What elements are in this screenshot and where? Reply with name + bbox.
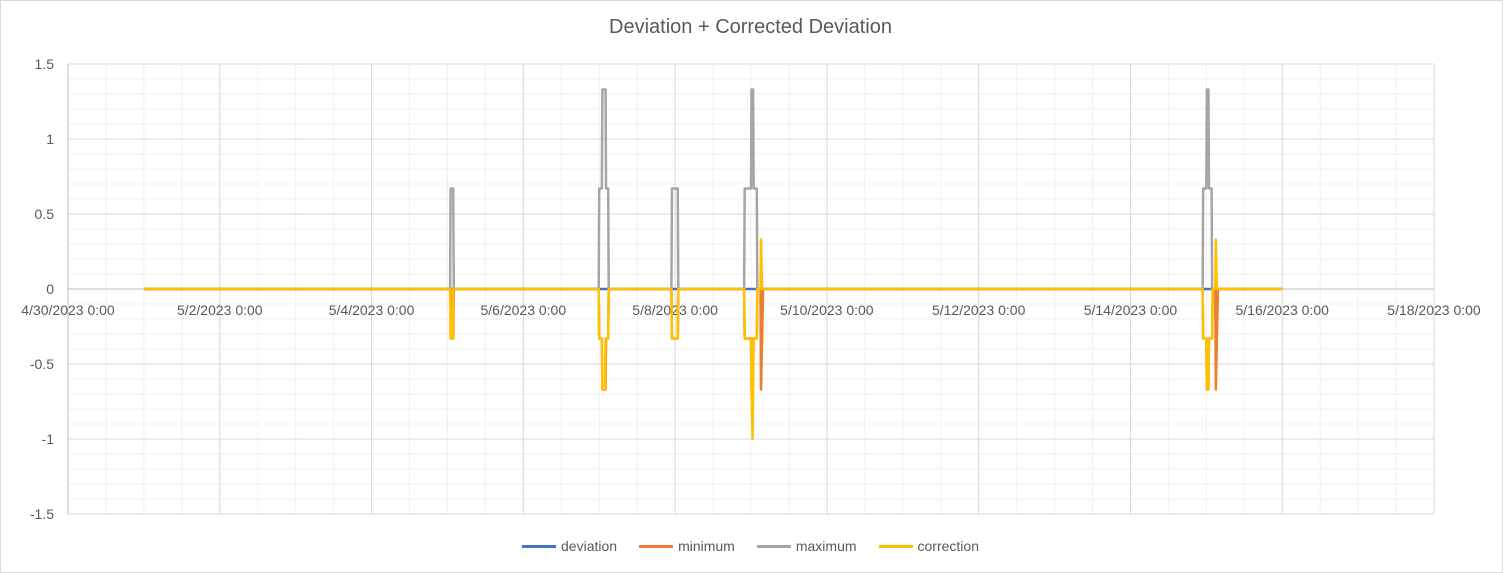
legend-swatch: [639, 544, 674, 548]
x-tick-label: 5/10/2023 0:00: [780, 302, 874, 318]
y-tick-label: -1.5: [30, 506, 54, 522]
legend-label: minimum: [678, 538, 735, 554]
x-tick-label: 5/14/2023 0:00: [1084, 302, 1178, 318]
legend-item-maximum: maximum: [756, 538, 857, 554]
legend-item-correction: correction: [878, 538, 979, 554]
y-tick-label: -0.5: [30, 356, 54, 372]
series-line-correction: [143, 238, 1283, 441]
y-tick-label: 1.5: [35, 56, 55, 72]
series-lines: [143, 88, 1283, 441]
x-tick-label: 5/12/2023 0:00: [932, 302, 1026, 318]
x-tick-label: 4/30/2023 0:00: [21, 302, 115, 318]
y-tick-label: 0: [46, 281, 54, 297]
y-axis-tick-labels: 1.5 1 0.5 0 -0.5 -1 -1.5: [30, 56, 54, 522]
x-axis-tick-labels: 4/30/2023 0:00 5/2/2023 0:00 5/4/2023 0:00…: [21, 302, 1481, 318]
chart-title: Deviation + Corrected Deviation: [609, 16, 892, 38]
legend-swatch: [522, 544, 557, 548]
legend-swatch: [878, 544, 913, 548]
y-tick-label: -1: [42, 431, 55, 447]
x-tick-label: 5/8/2023 0:00: [632, 302, 718, 318]
x-tick-label: 5/6/2023 0:00: [481, 302, 567, 318]
x-tick-label: 5/4/2023 0:00: [329, 302, 415, 318]
x-tick-label: 5/2/2023 0:00: [177, 302, 263, 318]
x-tick-label: 5/18/2023 0:00: [1387, 302, 1481, 318]
legend-item-deviation: deviation: [522, 538, 617, 554]
legend-swatch: [756, 544, 791, 548]
x-tick-label: 5/16/2023 0:00: [1236, 302, 1330, 318]
legend-label: correction: [917, 538, 979, 554]
legend-item-minimum: minimum: [639, 538, 735, 554]
y-tick-label: 1: [46, 131, 54, 147]
legend-label: maximum: [795, 538, 857, 554]
legend-label: deviation: [561, 538, 618, 554]
legend: deviation minimum maximum correction: [0, 538, 1501, 554]
y-tick-label: 0.5: [35, 206, 55, 222]
